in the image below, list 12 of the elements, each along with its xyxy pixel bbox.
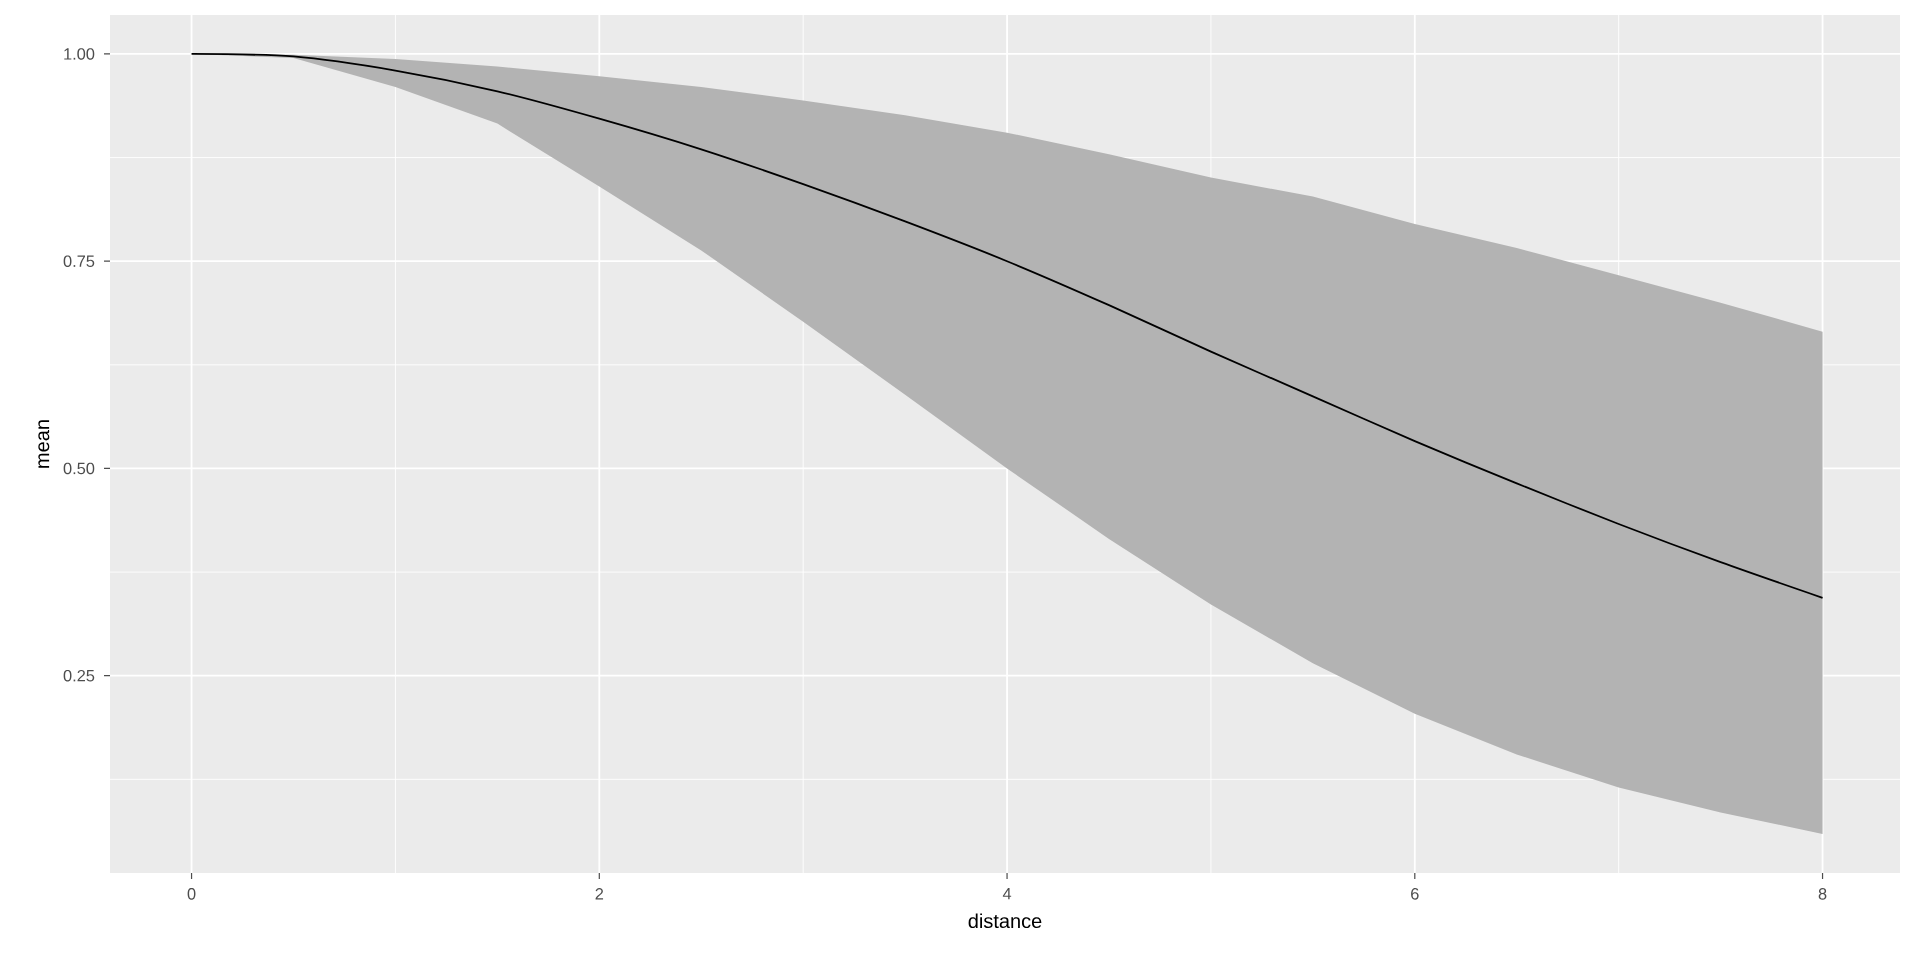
x-tick-label: 4 xyxy=(1002,888,1012,900)
line-series xyxy=(190,53,1824,599)
x-tick-label: 6 xyxy=(1411,888,1419,900)
y-tick-label: 0.50 xyxy=(63,462,95,475)
x-tick-label: 0 xyxy=(187,888,196,900)
x-axis-title: distance xyxy=(968,913,1042,929)
x-tick-label: 2 xyxy=(595,888,604,900)
y-tick-label: 0.75 xyxy=(63,255,95,268)
y-axis-title: mean xyxy=(38,420,50,468)
x-tick-label: 8 xyxy=(1818,888,1827,900)
y-tick-label: 1.00 xyxy=(64,48,95,60)
y-tick-label: 0.25 xyxy=(63,669,95,682)
